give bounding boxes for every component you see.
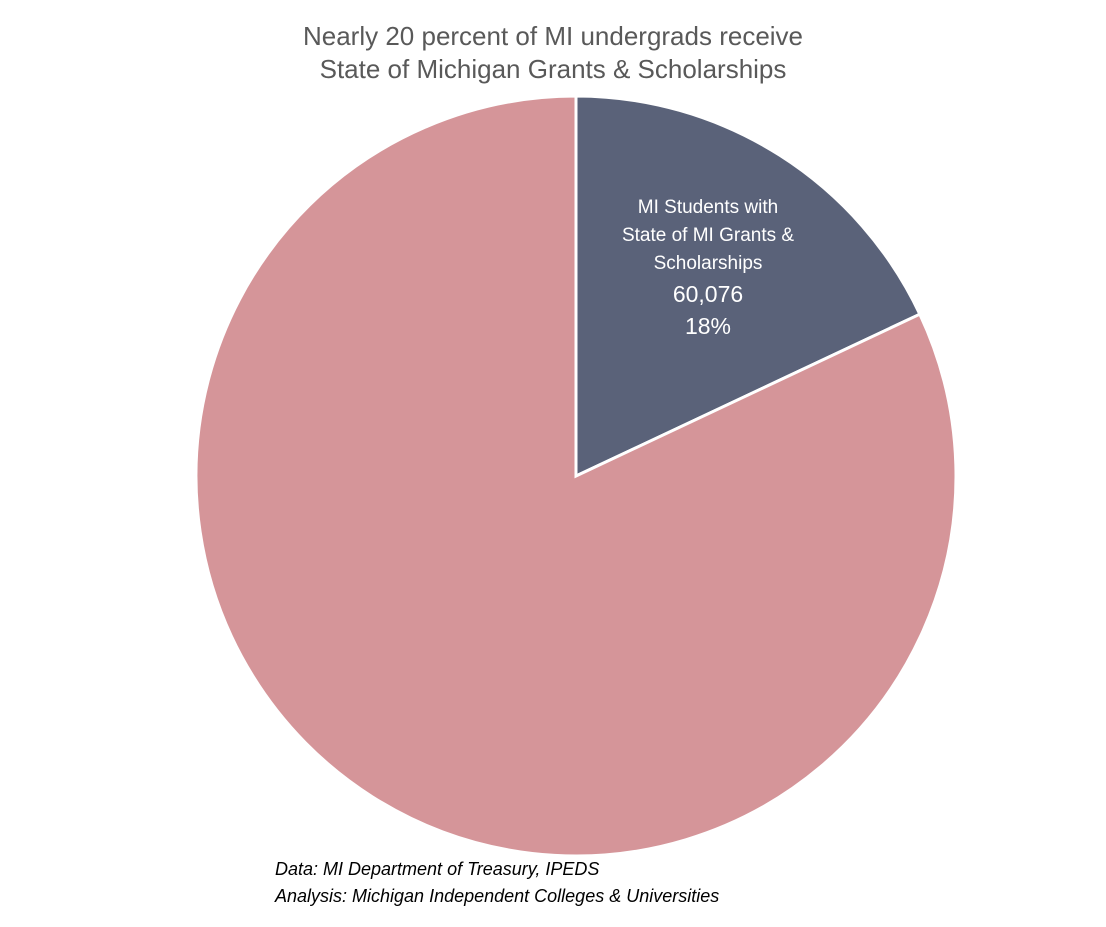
- source-analysis-line: Analysis: Michigan Independent Colleges …: [275, 886, 720, 906]
- slice-label-name-line-3: Scholarships: [653, 253, 763, 274]
- source-data-line: Data: MI Department of Treasury, IPEDS: [275, 859, 600, 879]
- chart-title-line-1: Nearly 20 percent of MI undergrads recei…: [302, 21, 804, 51]
- pie-slice-remaining: [194, 94, 958, 858]
- source-note: Data: MI Department of Treasury, IPEDS A…: [275, 856, 719, 910]
- slice-label-state-grants: MI Students with State of MI Grants & Sc…: [588, 194, 828, 342]
- slice-percent-label: 18%: [684, 313, 732, 339]
- pie-slice-state-grants: [574, 94, 922, 479]
- chart-title-line-2: State of Michigan Grants & Scholarships: [319, 54, 787, 84]
- slice-label-name-line-1: MI Students with: [637, 197, 779, 218]
- slice-value-label: 60,076: [672, 281, 744, 307]
- chart-title: Nearly 20 percent of MI undergrads recei…: [0, 20, 1106, 86]
- slice-label-name: MI Students with State of MI Grants & Sc…: [588, 194, 828, 278]
- slice-label-name-line-2: State of MI Grants &: [621, 225, 795, 246]
